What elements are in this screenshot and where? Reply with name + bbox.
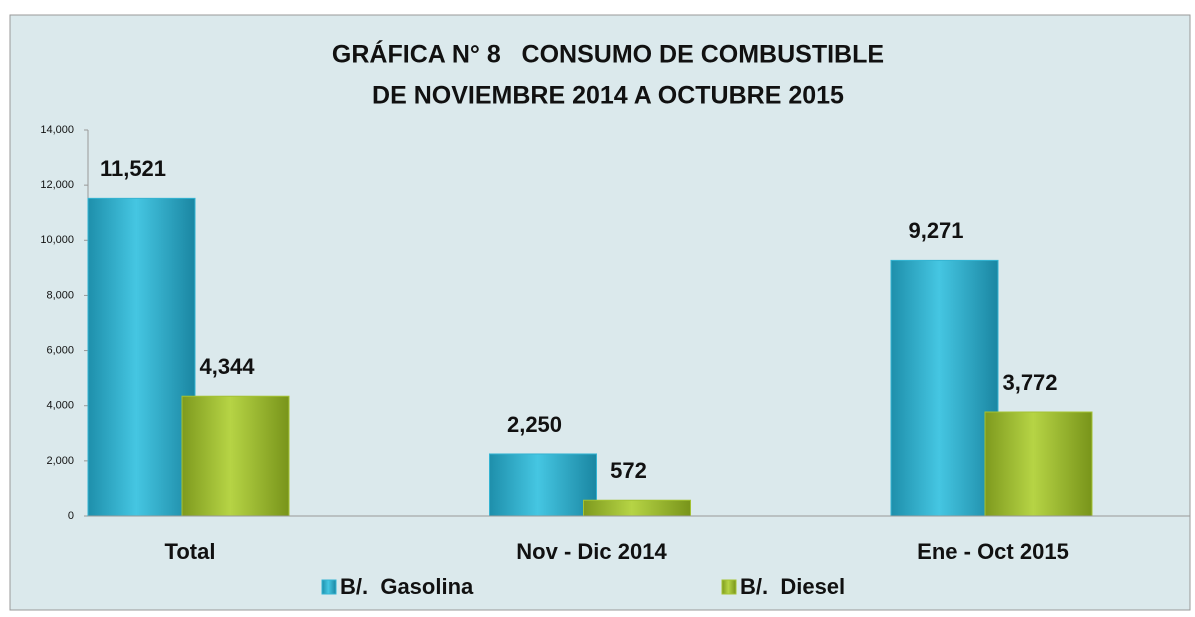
legend-swatch <box>721 579 737 595</box>
chart-subtitle: DE NOVIEMBRE 2014 A OCTUBRE 2015 <box>372 82 844 110</box>
y-tick-label: 6,000 <box>46 344 74 356</box>
y-tick-label: 4,000 <box>46 400 74 412</box>
legend-label: B/. Diesel <box>740 574 845 599</box>
y-tick-label: 10,000 <box>40 234 74 246</box>
bar <box>181 395 290 517</box>
y-tick-label: 8,000 <box>46 289 74 301</box>
value-label: 11,521 <box>100 156 166 181</box>
x-tick-label: Ene - Oct 2015 <box>917 539 1069 564</box>
value-label: 2,250 <box>507 412 562 437</box>
bar <box>87 197 196 517</box>
y-tick-label: 12,000 <box>40 179 74 191</box>
bar <box>984 411 1093 517</box>
value-label: 9,271 <box>908 218 963 243</box>
y-tick-label: 0 <box>68 510 74 522</box>
legend-label: B/. Gasolina <box>340 574 474 599</box>
bar <box>583 499 691 517</box>
legend-swatch <box>321 579 337 595</box>
value-label: 4,344 <box>199 354 255 379</box>
value-label: 572 <box>610 458 647 483</box>
chart-title: GRÁFICA N° 8 CONSUMO DE COMBUSTIBLE <box>332 40 884 69</box>
y-tick-label: 2,000 <box>46 455 74 467</box>
value-label: 3,772 <box>1002 370 1057 395</box>
x-tick-label: Total <box>165 539 216 564</box>
x-tick-label: Nov - Dic 2014 <box>516 539 667 564</box>
bar <box>890 259 999 517</box>
y-tick-label: 14,000 <box>40 124 74 136</box>
bar <box>489 453 597 517</box>
